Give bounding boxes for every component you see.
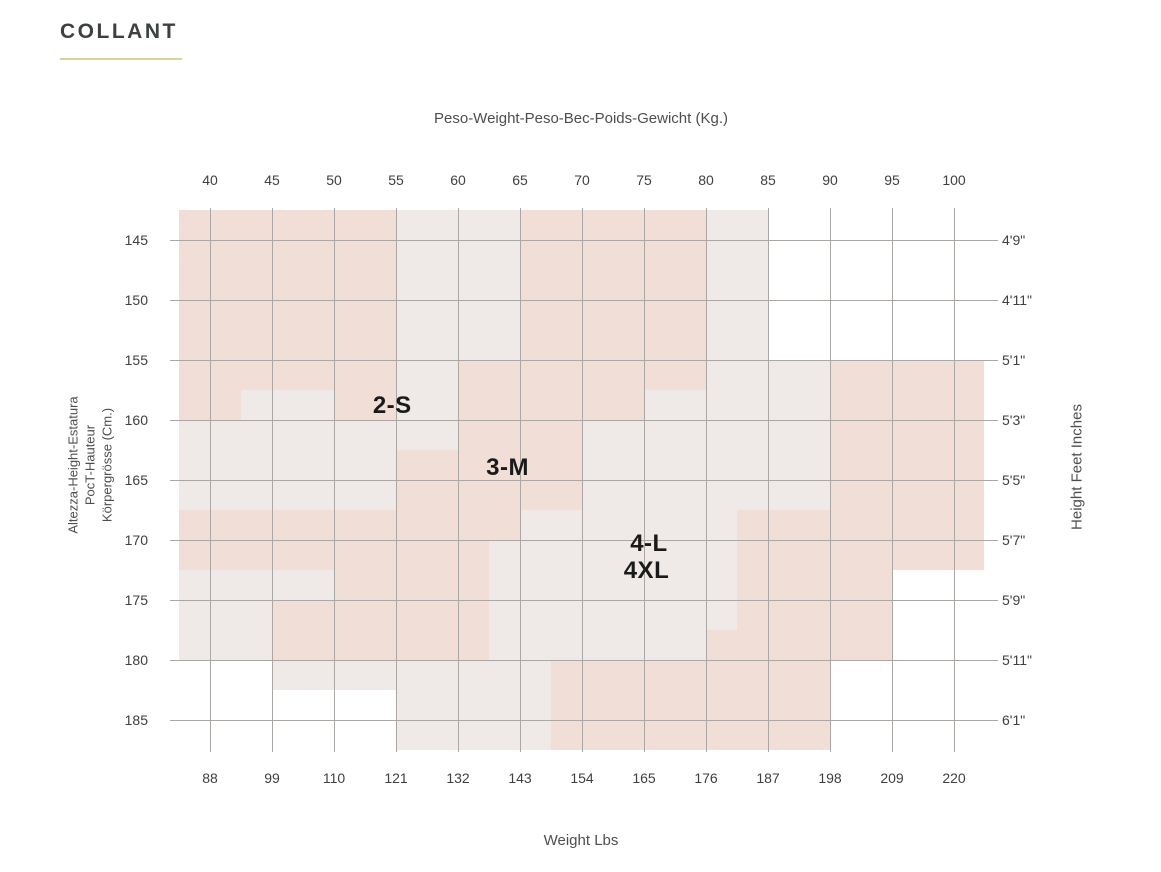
kg-tick-label: 80	[698, 172, 714, 188]
size-region-light	[644, 390, 706, 420]
size-region-pink	[520, 210, 706, 360]
lbs-tick-label: 187	[756, 770, 780, 786]
size-region-pink	[892, 360, 984, 570]
size-region-light	[179, 480, 396, 510]
size-region-pink	[179, 210, 396, 360]
grid-line-horizontal	[170, 660, 998, 661]
size-region-light	[179, 600, 272, 660]
feet-tick-label: 5'3"	[1002, 412, 1026, 428]
size-region-light	[520, 630, 706, 660]
lbs-tick-label: 121	[384, 770, 408, 786]
lbs-tick-label: 220	[942, 770, 966, 786]
page-title: COLLANT	[60, 20, 178, 43]
lbs-tick-label: 198	[818, 770, 842, 786]
top-axis-title-kg: Peso-Weight-Peso-Bec-Poids-Gewicht (Kg.)	[434, 110, 728, 127]
size-region-light	[706, 210, 768, 360]
lbs-tick-label: 154	[570, 770, 594, 786]
size-region-pink	[520, 480, 582, 510]
size-region-pink	[334, 570, 396, 660]
size-zone-label: 4-L	[630, 529, 668, 557]
cm-tick-label: 165	[124, 472, 148, 488]
size-region-pink	[334, 390, 396, 420]
kg-tick-label: 65	[512, 172, 528, 188]
lbs-tick-label: 88	[202, 770, 218, 786]
lbs-tick-label: 99	[264, 770, 280, 786]
kg-tick-label: 70	[574, 172, 590, 188]
feet-tick-label: 5'1"	[1002, 352, 1026, 368]
cm-tick-label: 175	[124, 592, 148, 608]
kg-tick-label: 45	[264, 172, 280, 188]
grid-line-horizontal	[170, 600, 998, 601]
grid-line-horizontal	[170, 480, 998, 481]
lbs-tick-label: 209	[880, 770, 904, 786]
kg-tick-label: 90	[822, 172, 838, 188]
kg-tick-label: 55	[388, 172, 404, 188]
feet-tick-label: 5'11"	[1002, 652, 1032, 668]
lbs-tick-label: 110	[322, 770, 346, 786]
size-region-light	[520, 510, 737, 630]
feet-tick-label: 5'5"	[1002, 472, 1026, 488]
cm-tick-label: 155	[124, 352, 148, 368]
feet-tick-label: 6'1"	[1002, 712, 1026, 728]
feet-tick-label: 5'7"	[1002, 532, 1026, 548]
kg-tick-label: 95	[884, 172, 900, 188]
right-axis-title-feet: Height Feet Inches	[1068, 404, 1086, 530]
lbs-tick-label: 143	[508, 770, 532, 786]
kg-tick-label: 100	[942, 172, 966, 188]
size-region-light	[396, 360, 458, 450]
kg-tick-label: 85	[760, 172, 776, 188]
kg-tick-label: 75	[636, 172, 652, 188]
plot-area: 2-S 3-M 4-L 4XL	[170, 208, 998, 752]
cm-tick-label: 145	[124, 232, 148, 248]
cm-tick-label: 170	[124, 532, 148, 548]
size-region-pink	[830, 360, 892, 660]
cm-tick-label: 185	[124, 712, 148, 728]
kg-tick-label: 60	[450, 172, 466, 188]
bottom-axis-title-lbs: Weight Lbs	[543, 832, 619, 849]
cm-tick-label: 180	[124, 652, 148, 668]
size-region-pink	[396, 450, 458, 660]
cm-tick-label: 150	[124, 292, 148, 308]
size-region-light	[179, 420, 396, 480]
feet-tick-label: 4'11"	[1002, 292, 1032, 308]
lbs-tick-label: 176	[694, 770, 718, 786]
feet-tick-label: 5'9"	[1002, 592, 1026, 608]
cm-tick-label: 160	[124, 412, 148, 428]
size-zone-label: 3-M	[486, 454, 530, 481]
left-axis-title-line-1: Altezza-Height-Estatura	[65, 396, 81, 534]
size-region-pink	[179, 360, 396, 390]
size-region-light	[396, 660, 551, 750]
kg-tick-label: 40	[202, 172, 218, 188]
size-region-pink	[737, 510, 830, 750]
size-region-light	[241, 390, 334, 420]
size-region-pink	[458, 480, 520, 540]
grid-line-horizontal	[170, 240, 998, 241]
lbs-tick-label: 165	[632, 770, 656, 786]
grid-line-horizontal	[170, 540, 998, 541]
title-underline-accent	[60, 58, 182, 60]
grid-line-horizontal	[170, 720, 998, 721]
size-region-pink	[458, 390, 644, 420]
grid-line-horizontal	[170, 300, 998, 301]
size-region-light	[179, 570, 334, 600]
size-zone-label: 2-S	[372, 391, 412, 419]
lbs-tick-label: 132	[446, 770, 470, 786]
size-zone-label: 4XL	[623, 557, 670, 585]
feet-tick-label: 4'9"	[1002, 232, 1026, 248]
kg-tick-label: 50	[326, 172, 342, 188]
grid-line-horizontal	[170, 360, 998, 361]
grid-line-horizontal	[170, 420, 998, 421]
size-region-pink	[272, 600, 334, 660]
